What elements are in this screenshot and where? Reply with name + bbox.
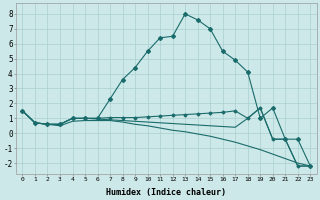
X-axis label: Humidex (Indice chaleur): Humidex (Indice chaleur): [106, 188, 226, 197]
